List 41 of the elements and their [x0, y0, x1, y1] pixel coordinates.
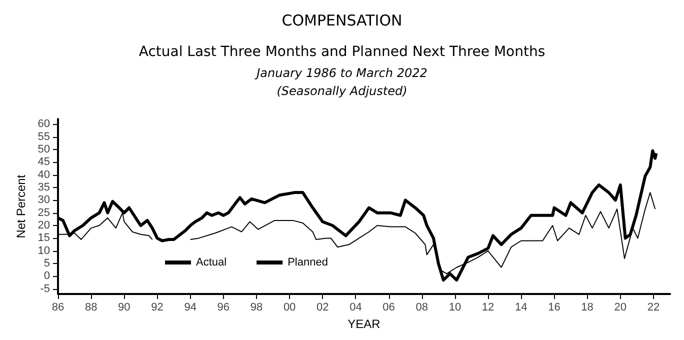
y-tick-label: 20: [38, 220, 50, 232]
x-tick-label: 02: [316, 302, 329, 314]
chart-subtitle: Actual Last Three Months and Planned Next Three Months: [138, 44, 546, 60]
x-tick-label: 10: [448, 302, 462, 314]
chart-title: COMPENSATION: [282, 12, 402, 30]
x-tick-label: 98: [250, 302, 263, 314]
y-tick-label: 5: [44, 258, 50, 270]
text: January 1986 to March 2022: [254, 66, 428, 80]
y-tick-label: 30: [38, 194, 50, 206]
x-tick-label: 20: [614, 302, 627, 314]
y-tick-label: 50: [38, 143, 50, 156]
y-tick-label: 0: [44, 270, 50, 282]
y-tick-label: 10: [38, 244, 50, 257]
y-tick-label: 55: [38, 130, 50, 143]
y-tick-label: 35: [38, 181, 50, 194]
x-tick-label: 08: [416, 302, 428, 314]
x-axis-title: YEAR: [348, 316, 381, 331]
x-tick-label: 90: [118, 302, 130, 314]
y-tick-label: 45: [38, 156, 50, 168]
y-tick-label: 40: [38, 168, 50, 181]
y-tick-label: 15: [38, 232, 50, 244]
y-tick-label: 25: [38, 206, 50, 219]
x-tick-label: 86: [52, 302, 64, 314]
x-tick-label: 94: [184, 302, 196, 314]
x-tick-label: 12: [482, 302, 494, 314]
x-tick-label: 18: [581, 302, 594, 314]
y-axis-title: Net Percent: [14, 174, 28, 238]
legend-label: Actual: [196, 256, 227, 268]
x-tick-label: 14: [515, 302, 528, 314]
x-tick-label: 06: [382, 302, 395, 314]
text: (Seasonally Adjusted): [276, 84, 408, 98]
x-tick-label: 22: [647, 302, 660, 314]
x-tick-label: 88: [84, 302, 98, 314]
x-tick-label: 92: [151, 302, 164, 314]
x-tick-label: 00: [283, 302, 296, 314]
x-tick-label: 96: [217, 302, 230, 314]
x-tick-label: 04: [350, 302, 362, 314]
legend-label: Planned: [288, 256, 328, 268]
y-tick-label: -5: [40, 282, 50, 295]
y-tick-label: 60: [38, 118, 50, 130]
x-tick-label: 16: [548, 302, 560, 314]
